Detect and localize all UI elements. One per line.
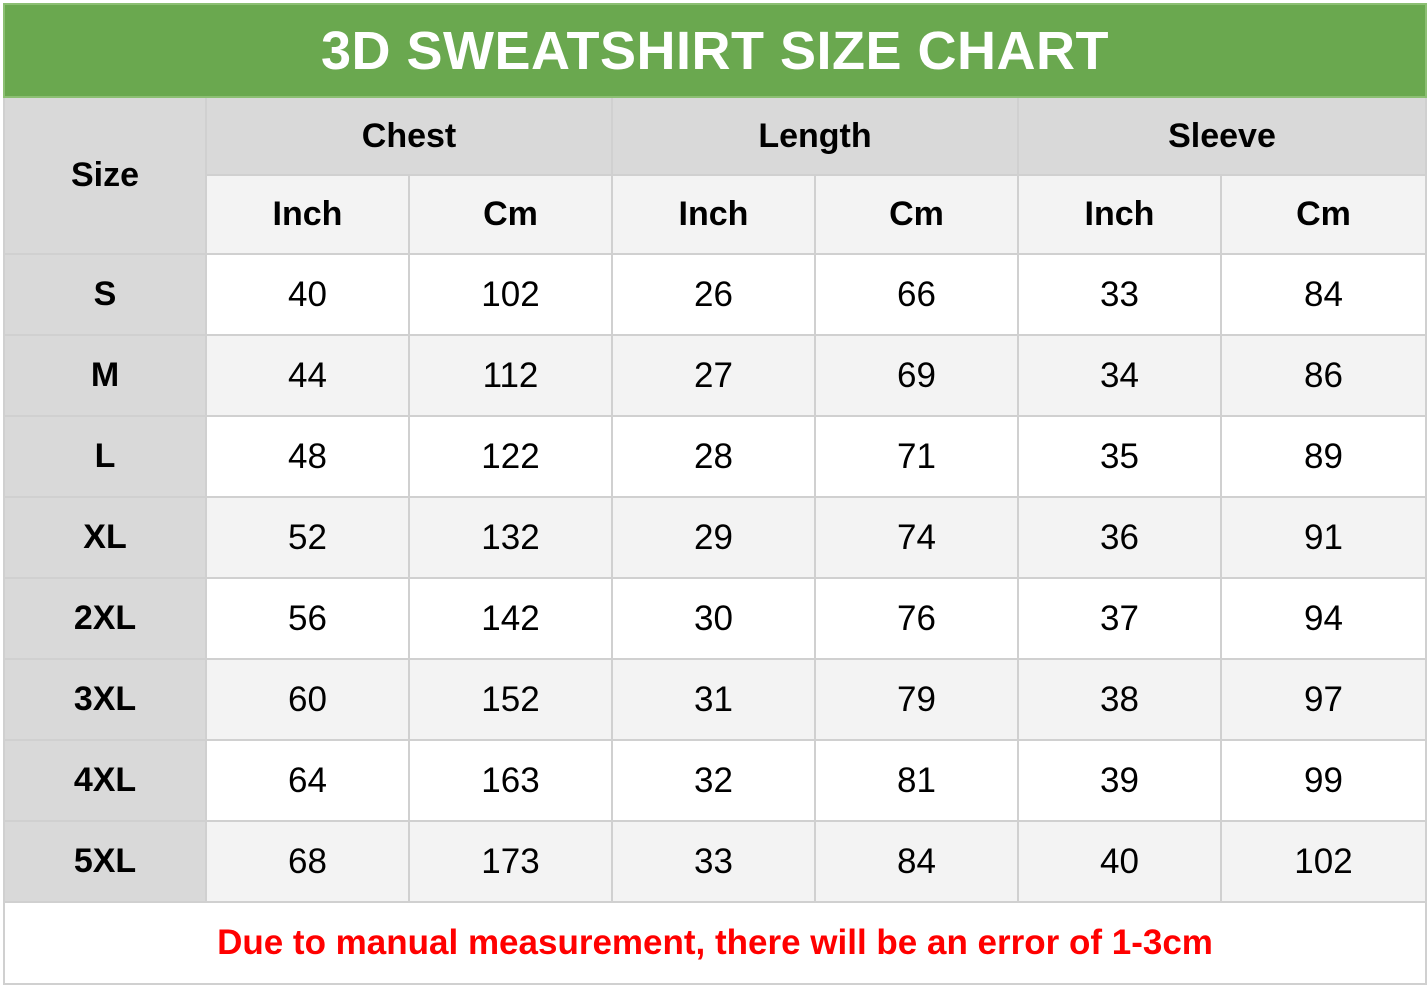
- table-cell: 29: [611, 496, 816, 579]
- table-cell: 132: [408, 496, 613, 579]
- unit-header: Cm: [1220, 174, 1427, 255]
- table-cell: 122: [408, 415, 613, 498]
- table-cell: 36: [1017, 496, 1222, 579]
- table-cell: 56: [205, 577, 410, 660]
- table-row: XL 52 132 29 74 36 91: [3, 496, 1427, 579]
- table-row: 2XL 56 142 30 76 37 94: [3, 577, 1427, 660]
- table-cell: 37: [1017, 577, 1222, 660]
- table-cell: 30: [611, 577, 816, 660]
- unit-header: Cm: [408, 174, 613, 255]
- table-cell: 94: [1220, 577, 1427, 660]
- table-cell: 152: [408, 658, 613, 741]
- size-label: 3XL: [3, 658, 207, 741]
- table-cell: 97: [1220, 658, 1427, 741]
- table-cell: 81: [814, 739, 1019, 822]
- size-chart-table: 3D SWEATSHIRT SIZE CHART Size Chest Leng…: [3, 3, 1427, 985]
- table-row: 3XL 60 152 31 79 38 97: [3, 658, 1427, 741]
- table-cell: 28: [611, 415, 816, 498]
- table-cell: 84: [1220, 253, 1427, 336]
- table-cell: 173: [408, 820, 613, 903]
- table-cell: 40: [1017, 820, 1222, 903]
- table-cell: 26: [611, 253, 816, 336]
- table-cell: 102: [408, 253, 613, 336]
- table-row: S 40 102 26 66 33 84: [3, 253, 1427, 336]
- unit-header: Inch: [611, 174, 816, 255]
- table-cell: 66: [814, 253, 1019, 336]
- size-label: S: [3, 253, 207, 336]
- table-cell: 31: [611, 658, 816, 741]
- size-label: M: [3, 334, 207, 417]
- table-cell: 27: [611, 334, 816, 417]
- table-cell: 48: [205, 415, 410, 498]
- size-header: Size: [3, 96, 207, 255]
- table-cell: 38: [1017, 658, 1222, 741]
- table-cell: 44: [205, 334, 410, 417]
- unit-header: Cm: [814, 174, 1019, 255]
- table-cell: 60: [205, 658, 410, 741]
- group-header-length: Length: [611, 96, 1019, 176]
- table-cell: 112: [408, 334, 613, 417]
- table-cell: 86: [1220, 334, 1427, 417]
- table-cell: 74: [814, 496, 1019, 579]
- table-cell: 33: [1017, 253, 1222, 336]
- table-row: L 48 122 28 71 35 89: [3, 415, 1427, 498]
- table-cell: 39: [1017, 739, 1222, 822]
- size-label: 4XL: [3, 739, 207, 822]
- table-cell: 52: [205, 496, 410, 579]
- table-cell: 32: [611, 739, 816, 822]
- chart-title: 3D SWEATSHIRT SIZE CHART: [3, 3, 1427, 98]
- group-header-chest: Chest: [205, 96, 613, 176]
- size-chart: 3D SWEATSHIRT SIZE CHART Size Chest Leng…: [3, 3, 1427, 985]
- table-cell: 68: [205, 820, 410, 903]
- unit-header: Inch: [1017, 174, 1222, 255]
- size-label: L: [3, 415, 207, 498]
- group-header-sleeve: Sleeve: [1017, 96, 1427, 176]
- table-cell: 34: [1017, 334, 1222, 417]
- table-cell: 35: [1017, 415, 1222, 498]
- table-cell: 99: [1220, 739, 1427, 822]
- table-cell: 71: [814, 415, 1019, 498]
- table-row: 4XL 64 163 32 81 39 99: [3, 739, 1427, 822]
- table-cell: 64: [205, 739, 410, 822]
- table-cell: 40: [205, 253, 410, 336]
- table-cell: 84: [814, 820, 1019, 903]
- size-label: 2XL: [3, 577, 207, 660]
- table-cell: 76: [814, 577, 1019, 660]
- table-cell: 33: [611, 820, 816, 903]
- table-cell: 91: [1220, 496, 1427, 579]
- table-cell: 89: [1220, 415, 1427, 498]
- table-cell: 69: [814, 334, 1019, 417]
- table-row: M 44 112 27 69 34 86: [3, 334, 1427, 417]
- measurement-note: Due to manual measurement, there will be…: [3, 901, 1427, 985]
- size-label: XL: [3, 496, 207, 579]
- table-cell: 142: [408, 577, 613, 660]
- table-cell: 163: [408, 739, 613, 822]
- table-cell: 79: [814, 658, 1019, 741]
- table-cell: 102: [1220, 820, 1427, 903]
- table-row: 5XL 68 173 33 84 40 102: [3, 820, 1427, 903]
- size-label: 5XL: [3, 820, 207, 903]
- unit-header: Inch: [205, 174, 410, 255]
